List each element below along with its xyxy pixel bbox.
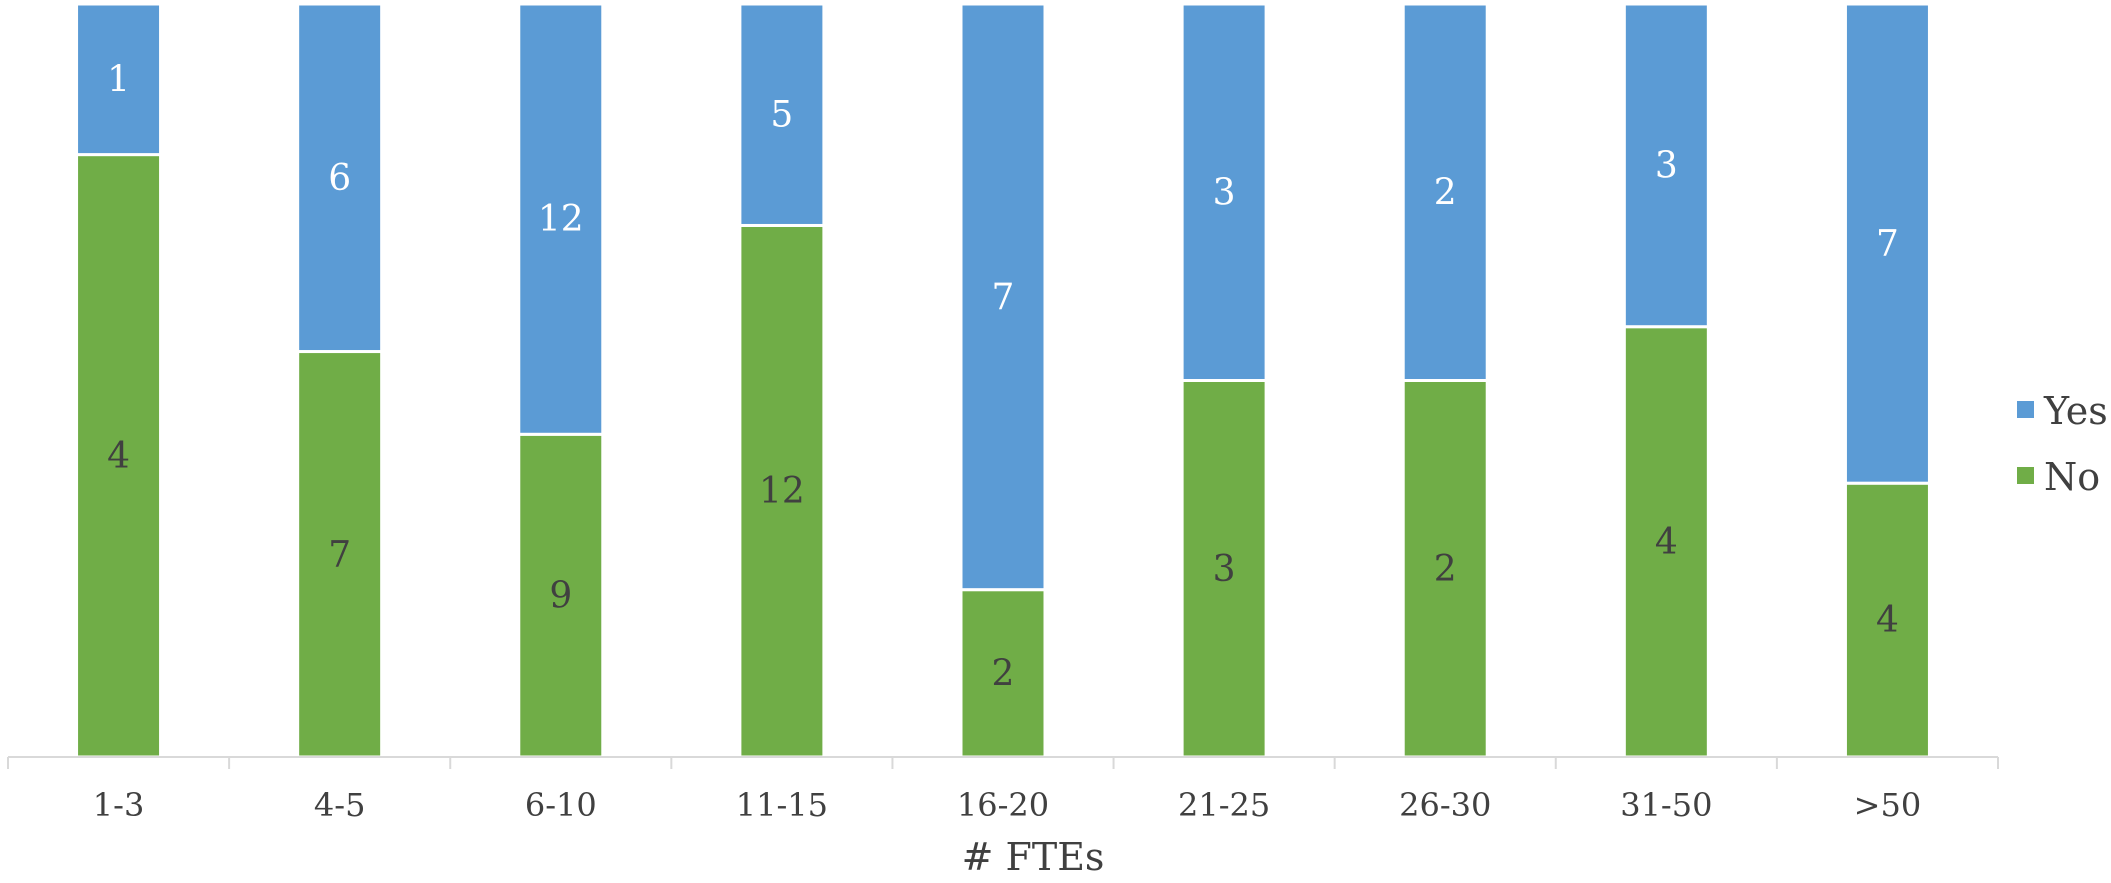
data-label-yes-6-10: 12 [538, 199, 584, 240]
legend-swatch-yes [2017, 401, 2034, 418]
x-tick-label-21-25: 21-25 [1178, 786, 1270, 824]
data-label-yes-1-3: 1 [107, 59, 130, 100]
x-tick-label-26-30: 26-30 [1399, 786, 1491, 824]
legend-label-no: No [2044, 455, 2100, 499]
bar-yes-4-5 [296, 2, 384, 354]
data-label-yes->50: 7 [1876, 224, 1899, 265]
x-tick-label-4-5: 4-5 [314, 786, 366, 824]
data-labels-group: 4 1 7 6 9 12 12 5 2 7 3 3 2 2 4 3 4 7 [107, 59, 1899, 694]
data-label-yes-4-5: 6 [328, 158, 351, 199]
data-label-no->50: 4 [1876, 600, 1899, 641]
data-label-no-26-30: 2 [1434, 549, 1457, 590]
bar-yes-6-10 [517, 2, 605, 436]
data-label-no-16-20: 2 [992, 653, 1015, 694]
legend-label-yes: Yes [2043, 389, 2108, 433]
x-tick-label-6-10: 6-10 [525, 786, 597, 824]
bar-yes->50 [1843, 2, 1931, 485]
data-label-no-4-5: 7 [328, 534, 351, 575]
data-label-no-21-25: 3 [1213, 549, 1236, 590]
x-tick-label->50: >50 [1854, 786, 1922, 824]
data-label-yes-16-20: 7 [992, 277, 1015, 318]
bar-yes-11-15 [738, 2, 826, 227]
bar-yes-21-25 [1180, 2, 1268, 382]
x-tick-label-31-50: 31-50 [1620, 786, 1712, 824]
data-label-no-1-3: 4 [107, 436, 130, 477]
data-label-no-6-10: 9 [549, 576, 572, 617]
data-label-yes-31-50: 3 [1655, 145, 1678, 186]
legend: Yes No [2017, 389, 2108, 499]
bar-yes-31-50 [1622, 2, 1710, 329]
bar-yes-16-20 [959, 2, 1047, 592]
bar-yes-26-30 [1401, 2, 1489, 382]
bar-yes-1-3 [75, 2, 163, 157]
bar-no-1-3 [75, 153, 163, 759]
data-label-yes-11-15: 5 [770, 95, 793, 136]
x-tick-label-16-20: 16-20 [957, 786, 1049, 824]
data-label-no-11-15: 12 [759, 471, 805, 512]
x-axis-title: # FTEs [962, 835, 1105, 879]
x-tick-label-11-15: 11-15 [736, 786, 828, 824]
bar-no-21-25 [1180, 379, 1268, 759]
data-label-yes-26-30: 2 [1434, 172, 1457, 213]
x-tick-label-1-3: 1-3 [93, 786, 145, 824]
x-axis: 1-3 4-5 6-10 11-15 16-20 21-25 26-30 31-50 >50 [7, 756, 1999, 824]
data-label-no-31-50: 4 [1655, 522, 1678, 563]
data-label-yes-21-25: 3 [1213, 172, 1236, 213]
bar-no->50 [1843, 481, 1931, 759]
bars-group [75, 2, 1931, 759]
legend-swatch-no [2017, 467, 2034, 484]
